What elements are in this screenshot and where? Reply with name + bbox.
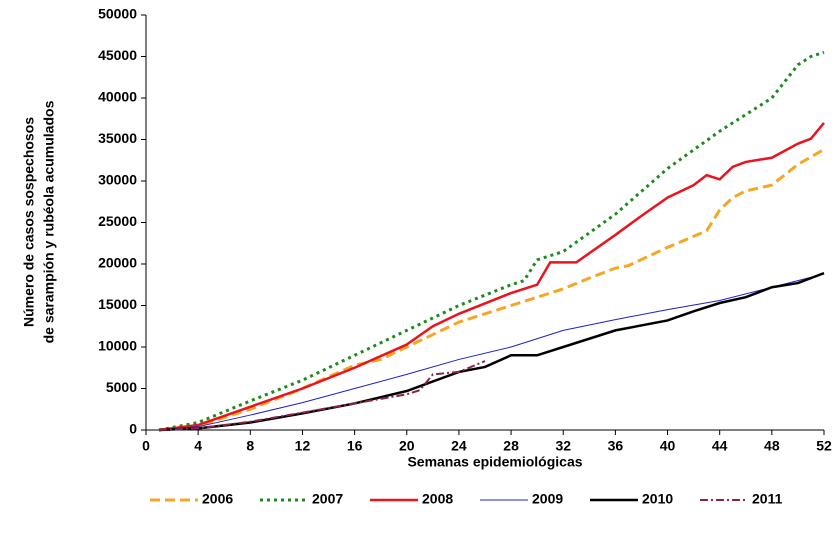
series-line [158,50,825,432]
series-line [158,122,825,432]
x-tick-label: 0 [142,438,150,454]
series-line [158,273,825,431]
y-tick-label: 35000 [98,130,137,146]
x-tick-label: 4 [194,438,202,454]
x-tick-label: 48 [764,438,780,454]
series-line [158,148,825,432]
x-tick-label: 24 [451,438,467,454]
legend-label: 2008 [422,491,453,507]
y-tick-label: 0 [129,421,137,437]
y-tick-label: 25000 [98,213,137,229]
x-axis-label: Semanas epidemiológicas [407,454,582,470]
y-axis-label: Número de casos sospechosos de sarampión… [21,100,57,343]
legend-label: 2007 [312,491,343,507]
y-tick-label: 5000 [106,379,137,395]
x-tick-label: 44 [712,438,728,454]
y-tick-label: 50000 [98,6,137,22]
y-tick-label: 20000 [98,255,137,271]
x-tick-label: 32 [555,438,571,454]
y-tick-label: 10000 [98,338,137,354]
y-tick-label: 40000 [98,89,137,105]
x-tick-label: 8 [246,438,254,454]
y-tick-label: 45000 [98,47,137,63]
x-tick-label: 40 [660,438,676,454]
x-tick-label: 28 [503,438,519,454]
legend-label: 2006 [202,491,233,507]
series-line [158,360,486,431]
x-tick-label: 16 [347,438,363,454]
x-tick-label: 36 [608,438,624,454]
y-tick-label: 30000 [98,172,137,188]
x-tick-label: 52 [816,438,832,454]
legend-label: 2009 [532,491,563,507]
x-tick-label: 12 [295,438,311,454]
y-tick-label: 15000 [98,296,137,312]
legend-label: 2010 [642,491,673,507]
legend-label: 2011 [752,491,783,507]
y-axis-label-line: de sarampión y rubéola acumulados [41,100,57,343]
y-axis-label-line: Número de casos sospechosos [21,117,37,327]
x-tick-label: 20 [399,438,415,454]
